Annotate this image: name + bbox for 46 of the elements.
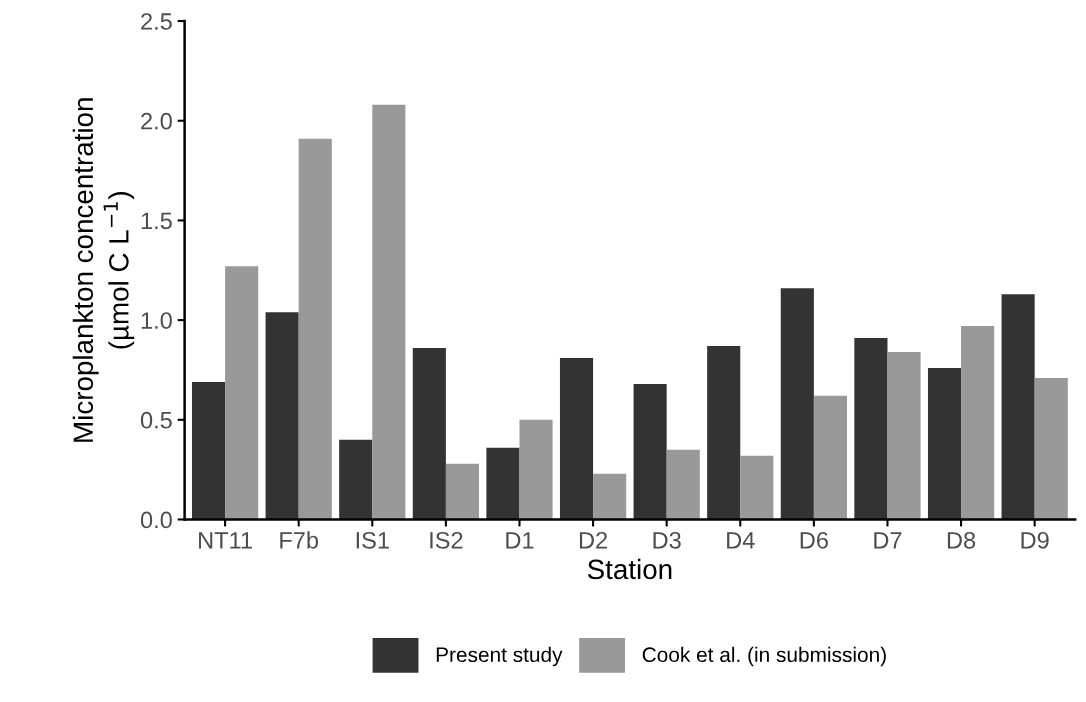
bar: [887, 352, 921, 520]
x-tick-label: NT11: [199, 532, 252, 549]
bar: [666, 449, 700, 520]
bar: [445, 463, 480, 520]
x-tick-label: IS2: [430, 531, 463, 549]
legend-label: Cook et al. (in submission): [642, 646, 886, 667]
bar: [339, 439, 373, 520]
y-tick-label: 1.0: [141, 312, 172, 329]
x-tick-label: D7: [874, 532, 902, 549]
bar: [191, 381, 226, 520]
bar: [593, 473, 627, 520]
x-tick-label: D4: [727, 532, 755, 549]
bar: [372, 104, 406, 520]
bar: [707, 346, 741, 520]
x-tick-label: D1: [506, 532, 534, 549]
y-tick-label: 0.5: [140, 411, 172, 429]
bar: [740, 455, 774, 520]
x-tick-label: D9: [1021, 531, 1049, 549]
x-tick-label: D6: [800, 531, 828, 549]
bar: [780, 288, 814, 520]
bar: [1034, 377, 1068, 520]
bar: [1001, 294, 1035, 520]
x-tick-label: D8: [947, 531, 976, 549]
bar: [486, 447, 520, 520]
bar: [519, 419, 553, 520]
y-axis-title: Microplankton concentration (µmol C L$^{−1}$): [72, 98, 135, 442]
y-tick-label: 1.5: [141, 212, 172, 230]
bar: [298, 138, 332, 520]
x-tick-label: D3: [653, 531, 681, 549]
y-tick-label: 2.5: [141, 13, 172, 30]
bar: [927, 367, 962, 520]
y-tick-label: 0.0: [140, 511, 172, 529]
y-tick-label: 2.0: [141, 112, 172, 130]
x-tick-label: F7b: [280, 531, 319, 549]
legend-label: Present study: [436, 646, 563, 667]
bar: [633, 383, 667, 520]
x-axis-title: Station: [587, 558, 672, 580]
x-tick-label: D2: [579, 531, 607, 549]
bar: [961, 326, 995, 520]
x-tick-label: IS1: [356, 531, 389, 549]
bar: [854, 338, 888, 520]
bar: [412, 348, 446, 520]
bar: [225, 266, 259, 520]
bar: [813, 395, 847, 520]
bar: [559, 357, 594, 520]
bar: [265, 312, 299, 520]
